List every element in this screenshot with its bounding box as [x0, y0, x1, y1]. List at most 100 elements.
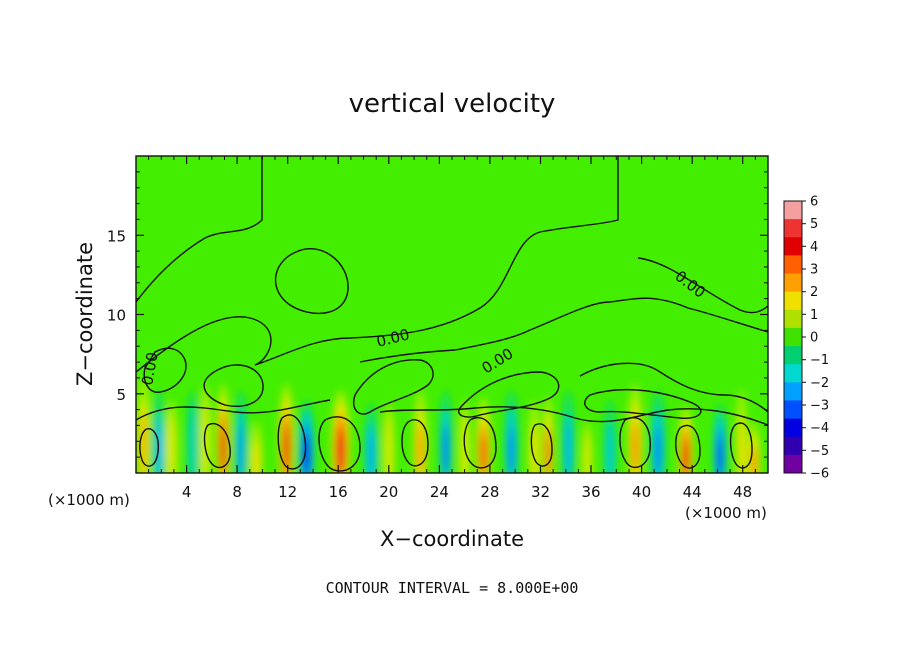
x-tick-label: 8 [232, 483, 242, 501]
contour-line [579, 362, 768, 413]
contour-line [619, 417, 651, 469]
y-axis-label: Z−coordinate [73, 242, 97, 386]
colorbar-swatch [784, 237, 802, 256]
contour-line [353, 359, 434, 415]
velocity-cell [237, 424, 244, 473]
velocity-cell [460, 414, 469, 473]
velocity-cell [631, 422, 639, 473]
colorbar-label: 4 [810, 240, 818, 255]
colorbar-label: 1 [810, 308, 818, 323]
colorbar-label: −3 [810, 399, 829, 414]
velocity-cell [284, 431, 289, 467]
x-tick-label: 32 [531, 483, 550, 501]
contour-line [729, 422, 753, 469]
contour-line [379, 406, 768, 426]
colorbar-swatch [784, 364, 802, 383]
velocity-cell [367, 430, 375, 473]
contour-line [274, 247, 349, 315]
velocity-cell [717, 440, 723, 473]
contour-line [530, 423, 553, 467]
velocity-cell [166, 414, 177, 473]
velocity-cell [545, 434, 551, 473]
velocity-cell [583, 433, 592, 473]
colorbar-swatch [784, 436, 802, 456]
colorbar-swatch [784, 255, 802, 274]
y-tick-labels: 5 10 15 [107, 227, 126, 403]
contour-line [584, 388, 702, 419]
velocity-cell [654, 426, 662, 473]
x-tick-label: 16 [329, 483, 348, 501]
contour-line [675, 424, 701, 469]
contour-line [143, 347, 187, 393]
velocity-cell [683, 444, 689, 473]
x-tick-label: 24 [430, 483, 449, 501]
contour-line [318, 416, 361, 472]
contour-line [401, 419, 429, 467]
velocity-cell [606, 422, 614, 473]
colorbar-label: 6 [810, 195, 818, 210]
colorbar-labels: 6 5 4 3 2 1 0 −1 −2 −3 −4 −5 −6 [802, 195, 829, 482]
contour-line [463, 417, 497, 469]
x-axis-label: X−coordinate [380, 527, 524, 551]
colorbar-label: −5 [810, 444, 829, 459]
x-tick-label: 28 [480, 483, 499, 501]
contour-line [458, 371, 560, 418]
velocity-cell [443, 428, 449, 473]
colorbar: 6 5 4 3 2 1 0 −1 −2 −3 −4 −5 −6 [783, 195, 829, 482]
y-tick-label: 10 [107, 307, 126, 325]
colorbar-swatch [784, 346, 802, 365]
contour-line [637, 257, 768, 314]
velocity-cell [751, 447, 757, 473]
y-tick-label: 15 [107, 227, 126, 245]
colorbar-swatch [784, 219, 802, 238]
x-tick-label: 44 [683, 483, 702, 501]
axis-ticks [136, 156, 768, 473]
x-tick-label: 36 [581, 483, 600, 501]
velocity-cell [384, 416, 394, 473]
colorbar-label: 0 [810, 331, 818, 346]
velocity-cell [565, 421, 572, 473]
colorbar-swatch [784, 309, 802, 329]
contour-line [277, 414, 307, 470]
contour-label: 0.00 [138, 351, 162, 387]
colorbar-label: 2 [810, 285, 818, 300]
colorbar-swatch [784, 454, 802, 474]
contour-lines [136, 156, 768, 472]
velocity-cell [201, 400, 210, 473]
colorbar-label: −6 [810, 467, 829, 482]
colorbar-swatch [784, 273, 802, 292]
colorbar-label: 3 [810, 263, 818, 278]
plot-area: 0.00 0.00 0.00 0.00 [135, 155, 769, 474]
colorbar-label: −2 [810, 376, 829, 391]
colorbar-swatch [784, 327, 802, 347]
contour-line [359, 297, 768, 363]
velocity-cell [738, 415, 745, 473]
velocity-cell [252, 439, 260, 473]
colorbar-swatch [784, 400, 802, 419]
colorbar-swatches [784, 201, 802, 474]
velocity-cell [417, 424, 424, 473]
contour-line [203, 422, 231, 469]
x-tick-label: 20 [379, 483, 398, 501]
velocity-cell [530, 422, 538, 473]
velocity-cell [338, 436, 344, 469]
velocity-cell [221, 431, 226, 467]
colorbar-label: 5 [810, 217, 818, 232]
y-tick-label: 5 [116, 386, 126, 404]
x-tick-label: 12 [278, 483, 297, 501]
contour-line [136, 156, 263, 303]
colorbar-swatch [784, 201, 802, 220]
colorbar-swatch [784, 291, 802, 311]
plot-background [136, 156, 768, 473]
colorbar-label: −4 [810, 421, 829, 436]
x-tick-labels: 4 8 12 16 20 24 28 32 36 40 44 48 [182, 483, 752, 501]
colorbar-swatch [784, 418, 802, 438]
x-tick-label: 4 [182, 483, 192, 501]
contour-line [136, 156, 619, 373]
contour-line [136, 399, 331, 421]
y-axis-unit: (×1000 m) [48, 491, 130, 509]
chart-title: vertical velocity [349, 89, 556, 119]
colorbar-label: −1 [810, 353, 829, 368]
x-tick-label: 48 [733, 483, 752, 501]
